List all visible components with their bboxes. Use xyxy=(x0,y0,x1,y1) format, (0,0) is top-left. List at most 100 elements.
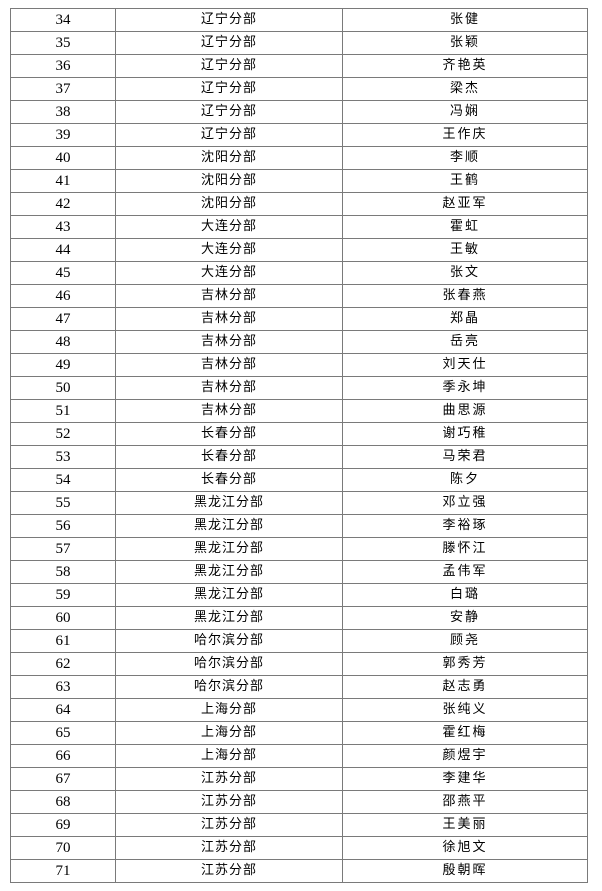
table-row: 71 江苏分部 殷朝晖 xyxy=(10,859,588,883)
name-cell: 张文 xyxy=(342,261,588,285)
table-row: 60 黑龙江分部 安静 xyxy=(10,606,588,630)
name-cell: 季永坤 xyxy=(342,376,588,400)
department-cell: 辽宁分部 xyxy=(115,123,343,147)
table-row: 56 黑龙江分部 李裕琢 xyxy=(10,514,588,538)
department-cell: 哈尔滨分部 xyxy=(115,652,343,676)
department-cell: 江苏分部 xyxy=(115,790,343,814)
department-cell: 上海分部 xyxy=(115,721,343,745)
table-row: 48 吉林分部 岳亮 xyxy=(10,330,588,354)
row-number: 60 xyxy=(10,606,116,630)
table-row: 49 吉林分部 刘天仕 xyxy=(10,353,588,377)
table-row: 62 哈尔滨分部 郭秀芳 xyxy=(10,652,588,676)
row-number: 45 xyxy=(10,261,116,285)
department-cell: 吉林分部 xyxy=(115,353,343,377)
name-cell: 白璐 xyxy=(342,583,588,607)
name-cell: 张春燕 xyxy=(342,284,588,308)
department-cell: 吉林分部 xyxy=(115,307,343,331)
name-cell: 李裕琢 xyxy=(342,514,588,538)
table-row: 46 吉林分部 张春燕 xyxy=(10,284,588,308)
name-cell: 孟伟军 xyxy=(342,560,588,584)
department-cell: 哈尔滨分部 xyxy=(115,629,343,653)
row-number: 66 xyxy=(10,744,116,768)
department-cell: 大连分部 xyxy=(115,215,343,239)
department-cell: 黑龙江分部 xyxy=(115,583,343,607)
row-number: 65 xyxy=(10,721,116,745)
table-row: 69 江苏分部 王美丽 xyxy=(10,813,588,837)
table-row: 67 江苏分部 李建华 xyxy=(10,767,588,791)
row-number: 64 xyxy=(10,698,116,722)
table-row: 50 吉林分部 季永坤 xyxy=(10,376,588,400)
department-cell: 黑龙江分部 xyxy=(115,606,343,630)
name-cell: 殷朝晖 xyxy=(342,859,588,883)
name-cell: 顾尧 xyxy=(342,629,588,653)
row-number: 51 xyxy=(10,399,116,423)
department-cell: 吉林分部 xyxy=(115,399,343,423)
row-number: 41 xyxy=(10,169,116,193)
department-cell: 江苏分部 xyxy=(115,836,343,860)
row-number: 55 xyxy=(10,491,116,515)
name-cell: 张纯义 xyxy=(342,698,588,722)
name-cell: 岳亮 xyxy=(342,330,588,354)
name-cell: 王敏 xyxy=(342,238,588,262)
department-cell: 沈阳分部 xyxy=(115,169,343,193)
table-row: 41 沈阳分部 王鹤 xyxy=(10,169,588,193)
name-cell: 邵燕平 xyxy=(342,790,588,814)
department-cell: 长春分部 xyxy=(115,445,343,469)
department-cell: 辽宁分部 xyxy=(115,8,343,32)
name-cell: 张颖 xyxy=(342,31,588,55)
row-number: 59 xyxy=(10,583,116,607)
name-cell: 王作庆 xyxy=(342,123,588,147)
row-number: 35 xyxy=(10,31,116,55)
row-number: 42 xyxy=(10,192,116,216)
department-cell: 上海分部 xyxy=(115,744,343,768)
name-cell: 刘天仕 xyxy=(342,353,588,377)
name-cell: 曲思源 xyxy=(342,399,588,423)
row-number: 70 xyxy=(10,836,116,860)
department-cell: 江苏分部 xyxy=(115,767,343,791)
name-cell: 霍红梅 xyxy=(342,721,588,745)
row-number: 38 xyxy=(10,100,116,124)
row-number: 61 xyxy=(10,629,116,653)
table-row: 55 黑龙江分部 邓立强 xyxy=(10,491,588,515)
department-cell: 辽宁分部 xyxy=(115,100,343,124)
table-row: 37 辽宁分部 梁杰 xyxy=(10,77,588,101)
row-number: 52 xyxy=(10,422,116,446)
name-cell: 冯娴 xyxy=(342,100,588,124)
table-row: 54 长春分部 陈夕 xyxy=(10,468,588,492)
table-row: 52 长春分部 谢巧稚 xyxy=(10,422,588,446)
row-number: 62 xyxy=(10,652,116,676)
name-cell: 霍虹 xyxy=(342,215,588,239)
row-number: 58 xyxy=(10,560,116,584)
table-row: 42 沈阳分部 赵亚军 xyxy=(10,192,588,216)
table-row: 65 上海分部 霍红梅 xyxy=(10,721,588,745)
row-number: 67 xyxy=(10,767,116,791)
department-cell: 沈阳分部 xyxy=(115,192,343,216)
name-cell: 赵亚军 xyxy=(342,192,588,216)
department-cell: 辽宁分部 xyxy=(115,31,343,55)
department-cell: 吉林分部 xyxy=(115,330,343,354)
name-cell: 马荣君 xyxy=(342,445,588,469)
name-cell: 邓立强 xyxy=(342,491,588,515)
name-cell: 徐旭文 xyxy=(342,836,588,860)
table-row: 58 黑龙江分部 孟伟军 xyxy=(10,560,588,584)
table-row: 43 大连分部 霍虹 xyxy=(10,215,588,239)
row-number: 49 xyxy=(10,353,116,377)
department-cell: 吉林分部 xyxy=(115,284,343,308)
table-row: 59 黑龙江分部 白璐 xyxy=(10,583,588,607)
name-cell: 齐艳英 xyxy=(342,54,588,78)
table-row: 35 辽宁分部 张颖 xyxy=(10,31,588,55)
table-row: 57 黑龙江分部 滕怀江 xyxy=(10,537,588,561)
department-cell: 黑龙江分部 xyxy=(115,560,343,584)
row-number: 34 xyxy=(10,8,116,32)
department-cell: 大连分部 xyxy=(115,261,343,285)
department-cell: 黑龙江分部 xyxy=(115,491,343,515)
department-cell: 大连分部 xyxy=(115,238,343,262)
table-row: 38 辽宁分部 冯娴 xyxy=(10,100,588,124)
department-cell: 黑龙江分部 xyxy=(115,514,343,538)
table-row: 70 江苏分部 徐旭文 xyxy=(10,836,588,860)
row-number: 69 xyxy=(10,813,116,837)
table-row: 68 江苏分部 邵燕平 xyxy=(10,790,588,814)
table-row: 63 哈尔滨分部 赵志勇 xyxy=(10,675,588,699)
department-cell: 长春分部 xyxy=(115,468,343,492)
row-number: 68 xyxy=(10,790,116,814)
